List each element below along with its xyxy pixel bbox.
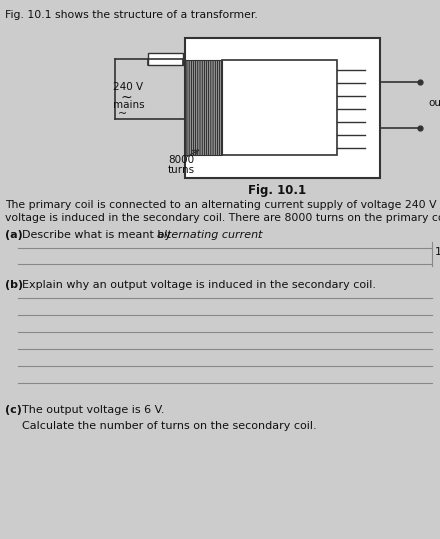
Text: voltage is induced in the secondary coil. There are 8000 turns on the primary co: voltage is induced in the secondary coil…: [5, 213, 440, 223]
Text: ~: ~: [118, 109, 127, 119]
Text: ~: ~: [120, 91, 132, 105]
Text: Fig. 10.1: Fig. 10.1: [248, 184, 306, 197]
Text: The primary coil is connected to an alternating current supply of voltage 240 V : The primary coil is connected to an alte…: [5, 200, 440, 210]
Text: (a): (a): [5, 230, 23, 240]
Text: 1: 1: [435, 247, 440, 257]
Bar: [185, 60, 222, 155]
Text: (b): (b): [5, 280, 23, 290]
Text: .: .: [257, 230, 260, 240]
Text: The output voltage is 6 V.: The output voltage is 6 V.: [22, 405, 165, 415]
Text: Describe what is meant by: Describe what is meant by: [22, 230, 175, 240]
Text: alternating current: alternating current: [157, 230, 263, 240]
Text: mains: mains: [113, 100, 145, 110]
Bar: [148, 53, 183, 65]
Text: Calculate the number of turns on the secondary coil.: Calculate the number of turns on the sec…: [22, 421, 317, 431]
Text: Explain why an output voltage is induced in the secondary coil.: Explain why an output voltage is induced…: [22, 280, 376, 290]
Text: Fig. 10.1 shows the structure of a transformer.: Fig. 10.1 shows the structure of a trans…: [5, 10, 258, 20]
Text: output: output: [428, 98, 440, 108]
Bar: [185, 38, 380, 178]
Text: turns: turns: [168, 165, 195, 175]
Text: 8000: 8000: [168, 155, 194, 165]
Text: 240 V: 240 V: [113, 82, 143, 92]
Bar: [222, 60, 337, 155]
Text: (c): (c): [5, 405, 22, 415]
